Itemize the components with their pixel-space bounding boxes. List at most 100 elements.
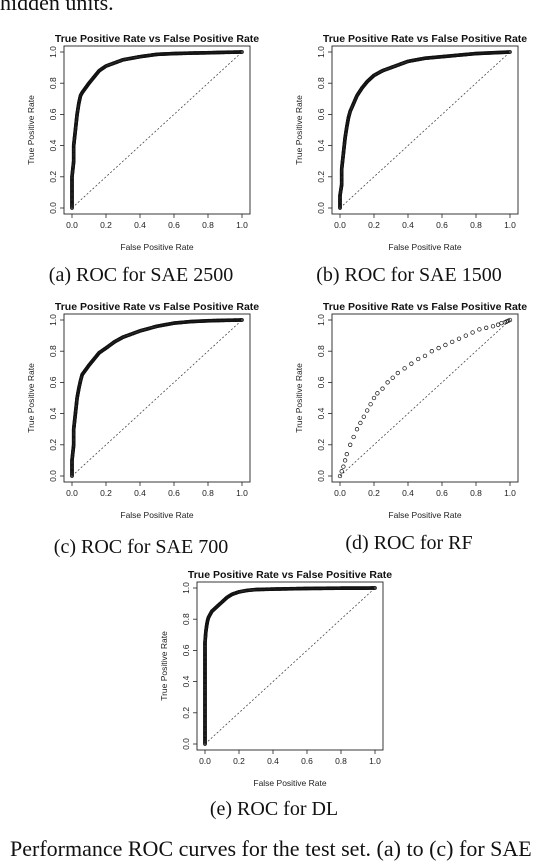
x-tick-label: 0.0 [199, 756, 211, 766]
y-tick-label: 0.4 [316, 407, 326, 419]
plot-frame [331, 313, 519, 483]
y-tick-label: 0.8 [48, 77, 58, 89]
diagonal-reference-line [339, 319, 511, 477]
y-tick-label: 0.8 [316, 77, 326, 89]
chart-title: True Positive Rate vs False Positive Rat… [323, 301, 527, 313]
y-tick-label: 1.0 [48, 314, 58, 326]
diagonal-reference-line [339, 51, 511, 209]
y-tick-label: 1.0 [316, 314, 326, 326]
y-axis-label: True Positive Rate [159, 631, 169, 701]
caption-dl: (e) ROC for DL [209, 798, 339, 820]
y-tick-label: 0.4 [316, 139, 326, 151]
x-tick-label: 0.6 [168, 220, 180, 230]
x-tick-label: 0.8 [470, 488, 482, 498]
chart-title: True Positive Rate vs False Positive Rat… [55, 301, 259, 313]
roc-point [361, 414, 366, 419]
x-tick-label: 1.0 [369, 756, 381, 766]
y-tick-label: 1.0 [48, 46, 58, 58]
x-tick-label: 0.0 [66, 488, 78, 498]
x-tick-label: 0.2 [368, 220, 380, 230]
x-axis-label: False Positive Rate [388, 242, 461, 252]
roc-point [373, 586, 377, 590]
roc-point [436, 345, 441, 351]
y-axis-label: True Positive Rate [26, 95, 36, 165]
x-tick-label: 1.0 [236, 220, 248, 230]
roc-point [358, 420, 363, 426]
roc-point [443, 342, 448, 348]
roc-point [385, 380, 390, 385]
roc-point [240, 50, 244, 54]
y-tick-label: 0.6 [316, 108, 326, 120]
x-tick-label: 0.2 [368, 488, 380, 498]
x-tick-label: 0.8 [470, 220, 482, 230]
roc-point [507, 317, 513, 323]
plot-frame [196, 581, 384, 751]
y-tick-label: 0.2 [48, 171, 58, 183]
x-tick-label: 0.4 [134, 220, 146, 230]
roc-point [375, 391, 380, 396]
caption-sae-2500: (a) ROC for SAE 2500 [48, 264, 234, 286]
x-axis-label: False Positive Rate [388, 510, 461, 520]
y-tick-label: 0.4 [48, 407, 58, 419]
roc-point [368, 402, 373, 407]
y-tick-label: 1.0 [181, 582, 191, 594]
roc-point [450, 339, 455, 344]
roc-point [463, 333, 468, 338]
roc-series [337, 317, 513, 479]
roc-point [348, 442, 353, 447]
roc-point [342, 458, 348, 463]
roc-point [380, 386, 385, 391]
x-tick-label: 0.6 [301, 756, 313, 766]
y-tick-label: 0.6 [48, 108, 58, 120]
x-tick-label: 0.2 [100, 488, 112, 498]
caption-rf: (d) ROC for RF [345, 532, 473, 554]
roc-point [341, 464, 346, 469]
roc-point [395, 370, 400, 376]
y-tick-label: 0.6 [316, 376, 326, 388]
roc-chart-sae-2500: True Positive Rate vs False Positive Rat… [26, 33, 259, 252]
roc-series [70, 318, 244, 478]
roc-point [490, 324, 496, 329]
diagonal-reference-line [204, 587, 376, 745]
x-tick-label: 0.0 [334, 220, 346, 230]
chart-title: True Positive Rate vs False Positive Rat… [55, 33, 259, 45]
y-tick-label: 0.8 [48, 345, 58, 357]
x-tick-label: 0.0 [66, 220, 78, 230]
plot-frame [331, 45, 519, 215]
diagonal-reference-line [71, 319, 243, 477]
roc-point [508, 50, 512, 54]
y-tick-label: 0.0 [48, 202, 58, 214]
roc-point [351, 434, 356, 440]
x-tick-label: 0.8 [202, 488, 214, 498]
roc-point [456, 336, 462, 341]
y-tick-label: 0.6 [181, 644, 191, 656]
roc-point [499, 320, 504, 326]
roc-panel-rf: True Positive Rate vs False Positive Rat… [278, 298, 540, 560]
roc-point [344, 452, 349, 457]
roc-point [477, 327, 482, 332]
y-tick-label: 0.6 [48, 376, 58, 388]
y-axis-label: True Positive Rate [26, 363, 36, 433]
x-tick-label: 0.6 [436, 220, 448, 230]
caption-sae-700: (c) ROC for SAE 700 [53, 536, 229, 558]
y-tick-label: 0.2 [48, 439, 58, 451]
roc-chart-rf: True Positive Rate vs False Positive Rat… [294, 301, 527, 520]
y-tick-label: 0.4 [48, 139, 58, 151]
text-fragment-bottom: Performance ROC curves for the test set.… [10, 836, 532, 861]
y-tick-label: 0.8 [316, 345, 326, 357]
x-axis-label: False Positive Rate [120, 510, 193, 520]
y-tick-label: 0.0 [316, 202, 326, 214]
roc-panel-sae-1500: True Positive Rate vs False Positive Rat… [278, 30, 540, 292]
caption-sae-1500: (b) ROC for SAE 1500 [316, 264, 502, 286]
roc-series [70, 50, 244, 210]
diagonal-reference-line [71, 51, 243, 209]
y-axis-label: True Positive Rate [294, 95, 304, 165]
x-tick-label: 0.8 [202, 220, 214, 230]
x-axis-label: False Positive Rate [120, 242, 193, 252]
roc-point [409, 361, 414, 366]
chart-title: True Positive Rate vs False Positive Rat… [323, 33, 527, 45]
roc-panel-dl: True Positive Rate vs False Positive Rat… [143, 566, 405, 828]
roc-point [429, 349, 434, 354]
y-tick-label: 0.2 [181, 707, 191, 719]
x-tick-label: 1.0 [504, 488, 516, 498]
